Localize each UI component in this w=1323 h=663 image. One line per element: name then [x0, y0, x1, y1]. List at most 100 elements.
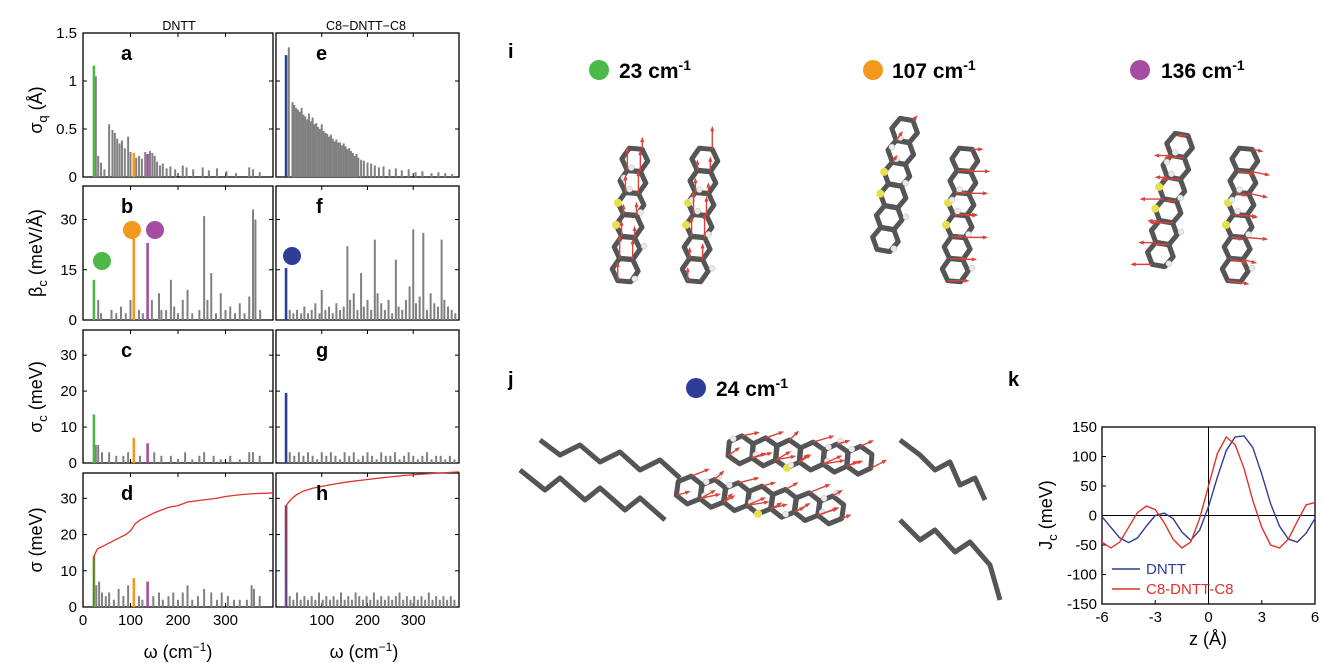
arrow-head: [706, 182, 711, 188]
ring: [681, 233, 713, 263]
arrow-head: [1238, 236, 1245, 241]
arrow-head: [753, 476, 760, 481]
ring: [1229, 145, 1261, 175]
x-tick-label: 6: [1311, 609, 1319, 626]
legend-label: C8-DNTT-C8: [1146, 581, 1234, 598]
series-line-blue: [1101, 435, 1316, 544]
mode-blue-dot: [686, 378, 706, 398]
y-tick-label: 10: [60, 419, 77, 436]
ring: [949, 145, 981, 175]
ring: [870, 224, 901, 255]
y-tick-label: 20: [60, 527, 77, 544]
ring: [941, 233, 973, 263]
hydrogen-atom: [1165, 260, 1173, 267]
hydrogen-atom: [890, 245, 898, 252]
arrow-head: [770, 481, 777, 486]
arrow-head: [778, 431, 785, 436]
column-title-dntt: DNTT: [162, 19, 196, 33]
displacement-arrow: [1244, 236, 1267, 240]
hydrogen-atom: [696, 186, 703, 193]
legend-label: DNTT: [1146, 561, 1186, 578]
arrow-head: [727, 493, 734, 499]
arrow-head: [710, 125, 715, 132]
hydrogen-atom: [1236, 186, 1243, 193]
arrow-head: [619, 220, 624, 226]
plot-frame: [82, 472, 274, 608]
plot-frame: [275, 472, 460, 608]
molecule-136: [1130, 130, 1271, 286]
arrow-head: [760, 497, 767, 502]
arrow-head: [804, 503, 811, 508]
arrow-head: [623, 174, 628, 181]
y-tick-label: 0: [69, 169, 77, 186]
arrow-head: [1241, 259, 1248, 264]
ylabel-jc: Jc (meV): [1036, 480, 1060, 550]
y-tick-label: 20: [60, 383, 77, 400]
arrow-head: [1130, 262, 1136, 267]
arrow-head: [734, 447, 741, 452]
hydrogen-atom: [1171, 149, 1179, 156]
mode-23-label: 23 cm-1: [619, 57, 691, 83]
arrow-head: [1264, 172, 1271, 177]
hydrogen-atom: [726, 481, 733, 489]
arrow-head: [844, 439, 851, 444]
arrow-head: [958, 234, 965, 239]
arrow-head: [1243, 281, 1250, 286]
ylabel-sigma-q: σq (Å): [26, 86, 50, 133]
xlabel-z: z (Å): [1189, 629, 1227, 649]
mode-orange-dot: [863, 60, 883, 80]
hydrogen-atom: [1234, 207, 1241, 215]
ring: [1221, 233, 1253, 263]
ylabel-sigma-c: σc (meV): [26, 361, 50, 433]
hydrogen-atom: [626, 185, 633, 193]
sulfur-atom: [612, 220, 621, 229]
hydrogen-atom: [1177, 228, 1185, 236]
arrow-head: [828, 435, 835, 440]
panel-g: g: [275, 329, 460, 464]
alkyl-chain: [538, 438, 682, 480]
molecule-23: [609, 125, 721, 285]
arrow-head: [1138, 240, 1144, 245]
ring: [613, 211, 645, 241]
arrow-head: [782, 503, 788, 508]
hydrogen-atom: [902, 179, 909, 187]
displacement-arrow: [808, 484, 830, 494]
arrow-head: [790, 454, 797, 459]
hydrogen-atom: [848, 445, 856, 453]
panel-f: f: [275, 185, 460, 321]
arrow-head: [868, 440, 875, 445]
ylabel-beta-c: βc (meV/Å): [26, 209, 50, 297]
arrow-head: [1242, 192, 1249, 197]
y-tick-label: 150: [1072, 419, 1097, 436]
arrow-head: [710, 489, 717, 495]
arrow-head: [702, 213, 707, 219]
panel-k: -150 -100 -50 0 50 100 150 -6 -3 0 3 6 DNTT C8-DNTT-C…: [1036, 419, 1319, 649]
panel-label-f: f: [316, 196, 323, 218]
arrow-head: [833, 507, 840, 512]
mode-purple-dot: [1130, 60, 1150, 80]
hydrogen-atom: [694, 207, 701, 215]
y-tick-label: 30: [60, 490, 77, 507]
xlabel-omega-right: ω (cm−1): [330, 640, 399, 662]
arrow-head: [754, 431, 760, 436]
arrow-head: [1154, 242, 1160, 247]
arrow-head: [615, 261, 620, 267]
arrow-head: [857, 460, 864, 465]
x-tick-label: -6: [1095, 609, 1108, 626]
hydrogen-atom: [948, 196, 956, 204]
mode-107-label: 107 cm-1: [892, 57, 976, 83]
hydrogen-atom: [888, 143, 896, 151]
arrow-head: [708, 156, 713, 162]
marker-orange-b: [123, 221, 141, 239]
cumulative-line: [284, 471, 460, 608]
arrow-head: [693, 177, 698, 184]
hydrogen-atom: [1228, 196, 1236, 204]
xlabel-omega-left: ω (cm−1): [144, 640, 213, 662]
arrow-head: [685, 266, 690, 273]
x-tick-label: 200: [355, 612, 380, 629]
x-tick-label: 3: [1258, 609, 1266, 626]
panel-a: 0 0.5 1 1.5 a: [56, 25, 274, 186]
panel-h: 100 200 300 h: [275, 471, 460, 629]
arrow-head: [760, 452, 767, 457]
arrow-head: [978, 147, 984, 152]
